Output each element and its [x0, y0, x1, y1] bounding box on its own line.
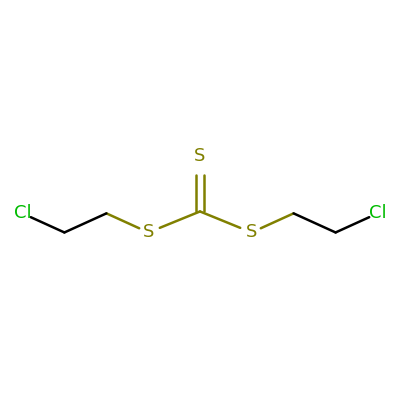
Text: S: S: [246, 224, 257, 242]
Text: S: S: [143, 224, 154, 242]
Text: Cl: Cl: [369, 204, 386, 222]
Text: Cl: Cl: [14, 204, 31, 222]
Text: S: S: [194, 147, 206, 165]
